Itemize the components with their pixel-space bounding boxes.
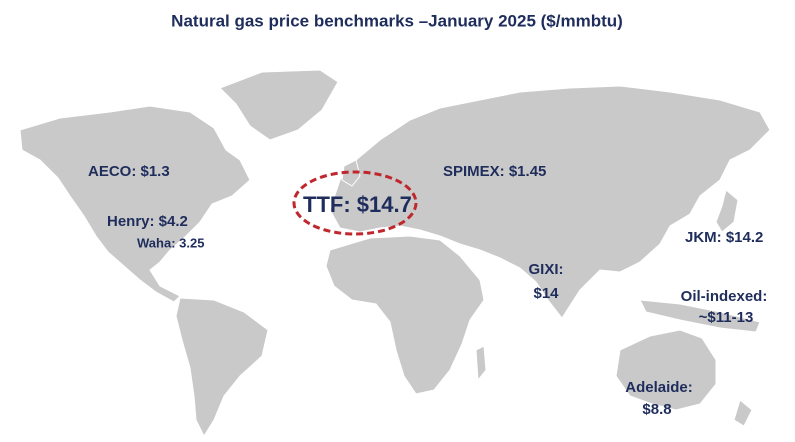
price-label: GIXI: — [528, 261, 563, 278]
price-label: Waha: 3.25 — [137, 235, 204, 250]
price-label: Henry: $4.2 — [107, 213, 188, 230]
price-label: ~$11-13 — [699, 309, 754, 326]
price-label: TTF: $14.7 — [303, 192, 412, 217]
world-map — [19, 69, 771, 438]
price-label: AECO: $1.3 — [88, 163, 170, 180]
price-label: $8.8 — [642, 401, 671, 418]
price-label: JKM: $14.2 — [685, 229, 763, 246]
price-label: SPIMEX: $1.45 — [443, 163, 546, 180]
map-title: Natural gas price benchmarks –January 20… — [171, 11, 623, 30]
price-label: $14 — [533, 285, 559, 302]
price-label: Oil-indexed: — [681, 288, 768, 305]
price-label: Adelaide: — [625, 379, 693, 396]
highlight-ellipse — [292, 170, 418, 236]
